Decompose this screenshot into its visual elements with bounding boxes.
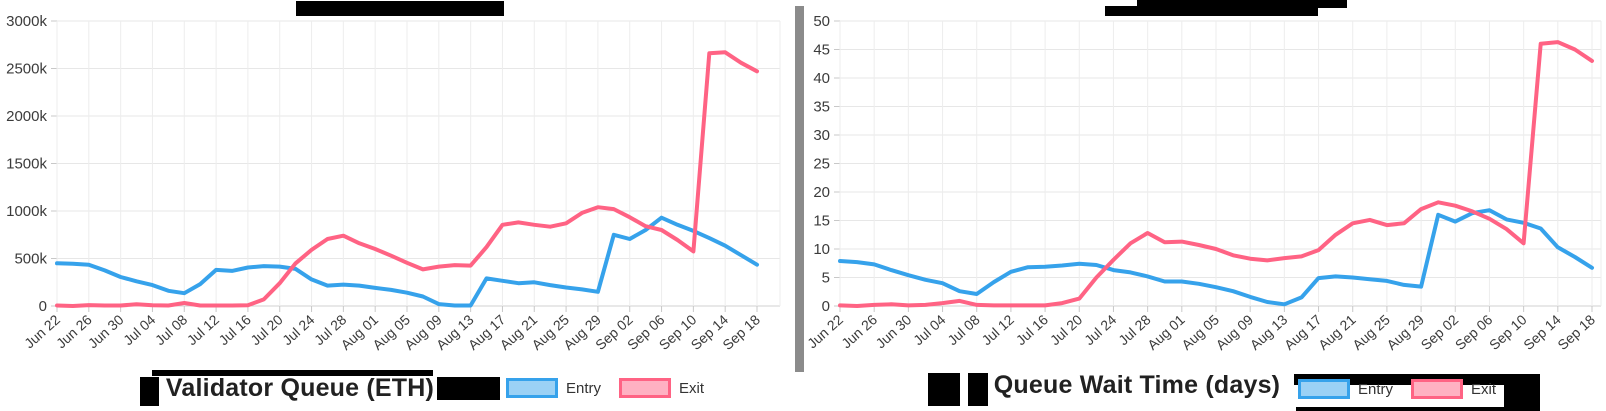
right-chart-x-tick-label: Aug 25 (1349, 311, 1393, 353)
right-chart-y-tick-label: 25 (813, 156, 830, 173)
legend-item-entry[interactable]: Entry (1298, 379, 1393, 399)
right-chart-x-tick-label: Sep 18 (1554, 311, 1598, 353)
right-chart-x-tick-label: Aug 01 (1144, 311, 1188, 353)
right-chart-y-tick-label: 30 (813, 127, 830, 144)
legend-item-entry[interactable]: Entry (506, 378, 601, 398)
right-chart-x-tick-label: Aug 21 (1315, 311, 1359, 353)
right-chart-y-tick-label: 0 (822, 298, 830, 315)
legend-item-exit[interactable]: Exit (619, 378, 704, 398)
left-chart-x-tick-label: Jul 12 (184, 311, 223, 348)
right-chart-x-tick-label: Jun 30 (872, 311, 914, 351)
left-chart-y-tick-label: 3000k (6, 13, 47, 30)
right-chart-x-tick-label: Aug 05 (1178, 311, 1222, 353)
left-chart-exit-line (55, 50, 759, 308)
right-chart-exit-line (838, 40, 1594, 308)
right-chart-x-tick-label: Sep 14 (1520, 311, 1564, 353)
right-chart-x-tick-label: Sep 10 (1486, 311, 1530, 353)
exit-legend-swatch (619, 378, 672, 398)
right-chart-entry-line (838, 208, 1594, 307)
right-chart-x-tick-label: Jul 08 (944, 311, 983, 348)
redaction-bar (1504, 384, 1540, 411)
right-chart-y-tick-label: 15 (813, 213, 830, 230)
right-chart-x-tick-label: Aug 13 (1247, 311, 1291, 353)
left-chart-y-tick-label: 2500k (6, 61, 47, 78)
right-chart-y-tick-label: 5 (822, 270, 830, 287)
right-chart-x-tick-label: Jun 22 (804, 311, 846, 351)
left-chart-x-tick-label: Jun 30 (85, 311, 127, 351)
entry-legend-swatch (506, 378, 558, 398)
legend-item-exit[interactable]: Exit (1411, 379, 1496, 399)
right-chart-x-tick-label: Aug 17 (1281, 311, 1325, 353)
right-chart-x-tick-label: Jul 20 (1047, 311, 1086, 348)
exit-legend-label: Exit (679, 379, 705, 397)
right-chart-x-tick-label: Jul 12 (978, 311, 1017, 348)
exit-legend-label: Exit (1471, 380, 1497, 398)
redaction-bar (1296, 407, 1504, 411)
left-chart-x-tick-label: Jul 08 (152, 311, 191, 348)
entry-legend-swatch (1298, 379, 1350, 399)
redaction-bar (296, 1, 504, 16)
redaction-bar (152, 370, 433, 376)
left-chart-y-tick-label: 0 (39, 298, 47, 315)
left-chart-y-tick-label: 2000k (6, 108, 47, 125)
right-chart-x-tick-label: Sep 02 (1418, 311, 1462, 353)
right-chart-x-tick-label: Sep 06 (1452, 311, 1496, 353)
right-chart-x-tick-label: Aug 29 (1383, 311, 1427, 353)
left-chart-x-tick-label: Jul 16 (215, 311, 254, 348)
redaction-bar (928, 373, 960, 406)
left-chart-entry-line (55, 215, 759, 308)
redaction-bar (140, 377, 159, 406)
right-chart-y-tick-label: 50 (813, 13, 830, 30)
redaction-bar (1137, 0, 1347, 8)
right-chart-y-tick-label: 20 (813, 184, 830, 201)
left-chart-x-tick-label: Jul 20 (247, 311, 286, 348)
right-chart-x-tick-label: Jul 24 (1081, 311, 1120, 348)
entry-legend-label: Entry (1358, 380, 1394, 398)
left-chart-y-tick-label: 1500k (6, 156, 47, 173)
left-chart-y-tick-label: 500k (14, 251, 47, 268)
panel-divider (795, 6, 804, 372)
entry-legend-label: Entry (566, 379, 602, 397)
right-chart-legend: Entry Exit (1298, 379, 1496, 399)
right-chart-y-tick-label: 35 (813, 99, 830, 116)
right-chart-y-tick-label: 40 (813, 70, 830, 87)
right-chart-x-tick-label: Jul 04 (910, 311, 949, 348)
right-chart-x-tick-label: Jul 16 (1013, 311, 1052, 348)
redaction-bar (437, 377, 500, 400)
redaction-bar (1105, 6, 1318, 16)
left-chart-legend: Entry Exit (506, 378, 704, 398)
right-chart-y-tick-label: 45 (813, 42, 830, 59)
right-chart-x-tick-label: Jun 26 (838, 311, 880, 351)
right-chart-y-tick-label: 10 (813, 241, 830, 258)
redaction-bar (968, 373, 988, 406)
left-chart-x-tick-label: Jul 24 (279, 311, 318, 348)
right-chart-title: Queue Wait Time (days) (993, 371, 1281, 399)
left-chart-x-tick-label: Jul 04 (120, 311, 159, 348)
right-chart-x-tick-label: Aug 09 (1213, 311, 1257, 353)
left-chart-title: Validator Queue (ETH) (165, 374, 435, 402)
left-chart-y-tick-label: 1000k (6, 203, 47, 220)
exit-legend-swatch (1411, 379, 1464, 399)
